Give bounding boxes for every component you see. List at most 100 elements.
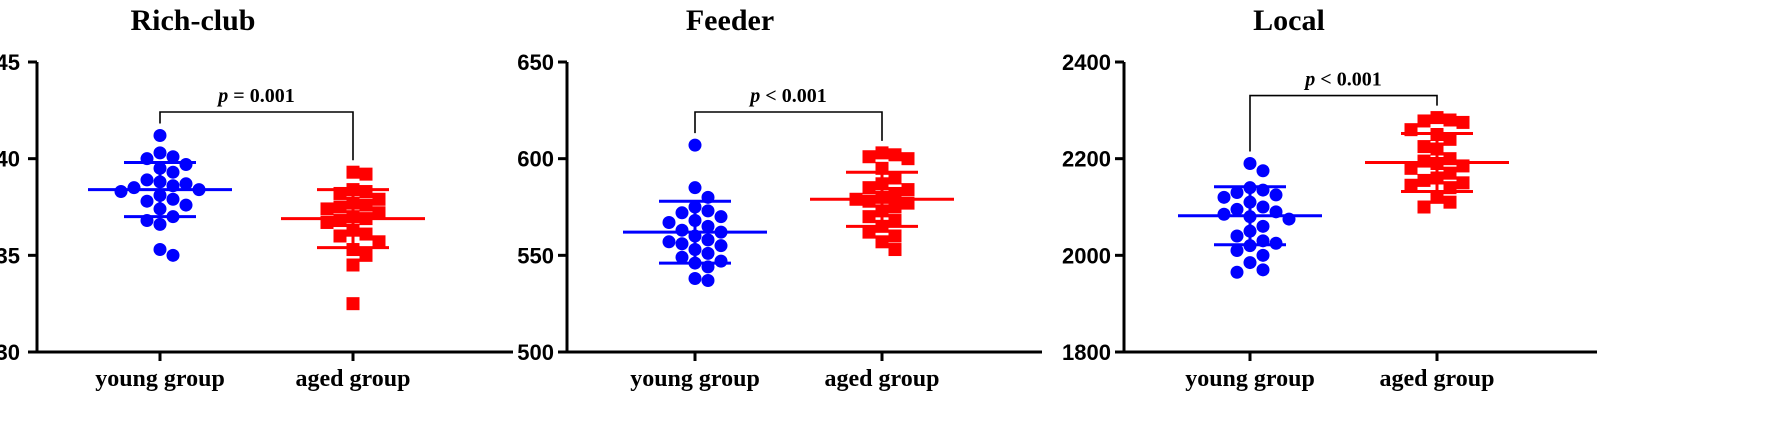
data-point — [1230, 202, 1244, 216]
data-point — [127, 181, 141, 195]
data-point — [1230, 265, 1244, 279]
data-point — [372, 235, 386, 249]
data-point — [888, 186, 902, 200]
data-point — [888, 214, 902, 228]
data-point — [166, 165, 180, 179]
data-point — [714, 210, 728, 224]
data-point — [1456, 115, 1470, 129]
data-point — [359, 185, 373, 199]
data-point — [1443, 195, 1457, 209]
data-point — [888, 148, 902, 162]
data-point — [140, 194, 154, 208]
data-point — [333, 214, 347, 228]
data-point — [320, 202, 334, 216]
data-point — [1456, 176, 1470, 190]
data-point — [166, 248, 180, 262]
data-point — [675, 206, 689, 220]
data-point — [153, 217, 167, 231]
y-tick-label: 45 — [0, 50, 20, 75]
p-value: = 0.001 — [228, 85, 294, 107]
data-point — [862, 181, 876, 195]
data-point — [701, 204, 715, 218]
data-point — [675, 223, 689, 237]
data-point — [153, 146, 167, 160]
data-point — [1256, 200, 1270, 214]
p-value: < 0.001 — [1315, 69, 1381, 91]
data-point — [662, 235, 676, 249]
data-point — [1256, 248, 1270, 262]
data-point — [359, 227, 373, 241]
y-tick-label: 40 — [0, 147, 20, 172]
data-point — [1430, 111, 1444, 125]
data-point — [359, 167, 373, 181]
data-point — [1417, 114, 1431, 128]
significance-label: p = 0.001 — [216, 85, 294, 107]
data-point — [1443, 166, 1457, 180]
data-point — [372, 206, 386, 220]
y-tick-label: 2000 — [1062, 243, 1111, 268]
data-point — [346, 165, 360, 179]
panel-1: Rich-club 30 35 40 45 young group aged group p … — [0, 4, 513, 392]
data-point — [875, 235, 889, 249]
data-point — [1256, 263, 1270, 277]
data-point — [179, 198, 193, 212]
data-point — [1230, 229, 1244, 243]
y-tick-label: 500 — [517, 340, 554, 365]
data-point — [1230, 244, 1244, 257]
data-point — [862, 150, 876, 164]
significance-label: p < 0.001 — [1303, 69, 1381, 91]
x-category-label: young group — [95, 366, 225, 392]
y-tick-label: 550 — [517, 243, 554, 268]
y-tick-label: 2400 — [1062, 50, 1111, 75]
significance-label: p < 0.001 — [748, 85, 826, 107]
data-point — [1443, 113, 1457, 127]
data-point — [346, 297, 360, 311]
data-point — [333, 229, 347, 243]
data-point — [1256, 219, 1270, 233]
data-point — [1269, 188, 1283, 202]
data-point — [1404, 178, 1418, 192]
data-point — [888, 200, 902, 214]
data-point — [888, 229, 902, 243]
data-point — [1230, 186, 1244, 199]
data-point — [688, 181, 702, 195]
data-point — [1430, 190, 1444, 204]
panel-title: Local — [1253, 4, 1325, 37]
data-point — [153, 128, 167, 142]
data-point — [346, 258, 360, 272]
x-category-label: young group — [630, 366, 760, 392]
x-category-label: aged group — [296, 366, 411, 392]
data-point — [901, 152, 915, 166]
data-point — [1404, 161, 1418, 175]
y-tick-label: 600 — [517, 147, 554, 172]
y-tick-label: 35 — [0, 243, 20, 268]
data-point — [701, 219, 715, 233]
data-point — [333, 200, 347, 214]
data-point — [1243, 256, 1257, 270]
data-point — [701, 233, 715, 247]
data-point — [1217, 190, 1231, 204]
data-point — [875, 146, 889, 160]
data-point — [179, 157, 193, 171]
panel-3: Local 1800 2000 2200 2400 young group aged gro… — [1062, 4, 1597, 392]
y-tick-label: 650 — [517, 50, 554, 75]
y-tick-label: 1800 — [1062, 340, 1111, 365]
panel-2: Feeder 500 550 600 650 young group aged group p… — [517, 4, 1042, 392]
data-point — [372, 192, 386, 206]
data-point — [179, 177, 193, 191]
data-point — [1417, 140, 1431, 154]
data-point — [888, 171, 902, 185]
data-point — [166, 192, 180, 206]
data-point — [688, 272, 702, 286]
data-point — [359, 198, 373, 212]
p-symbol: p — [748, 85, 760, 107]
panel-title: Feeder — [686, 4, 774, 37]
x-category-label: young group — [1185, 366, 1315, 392]
data-point — [1417, 173, 1431, 187]
data-point — [714, 254, 728, 268]
data-point — [688, 138, 702, 152]
p-symbol: p — [216, 85, 228, 107]
data-point — [1443, 132, 1457, 146]
significance-bracket — [694, 111, 883, 141]
